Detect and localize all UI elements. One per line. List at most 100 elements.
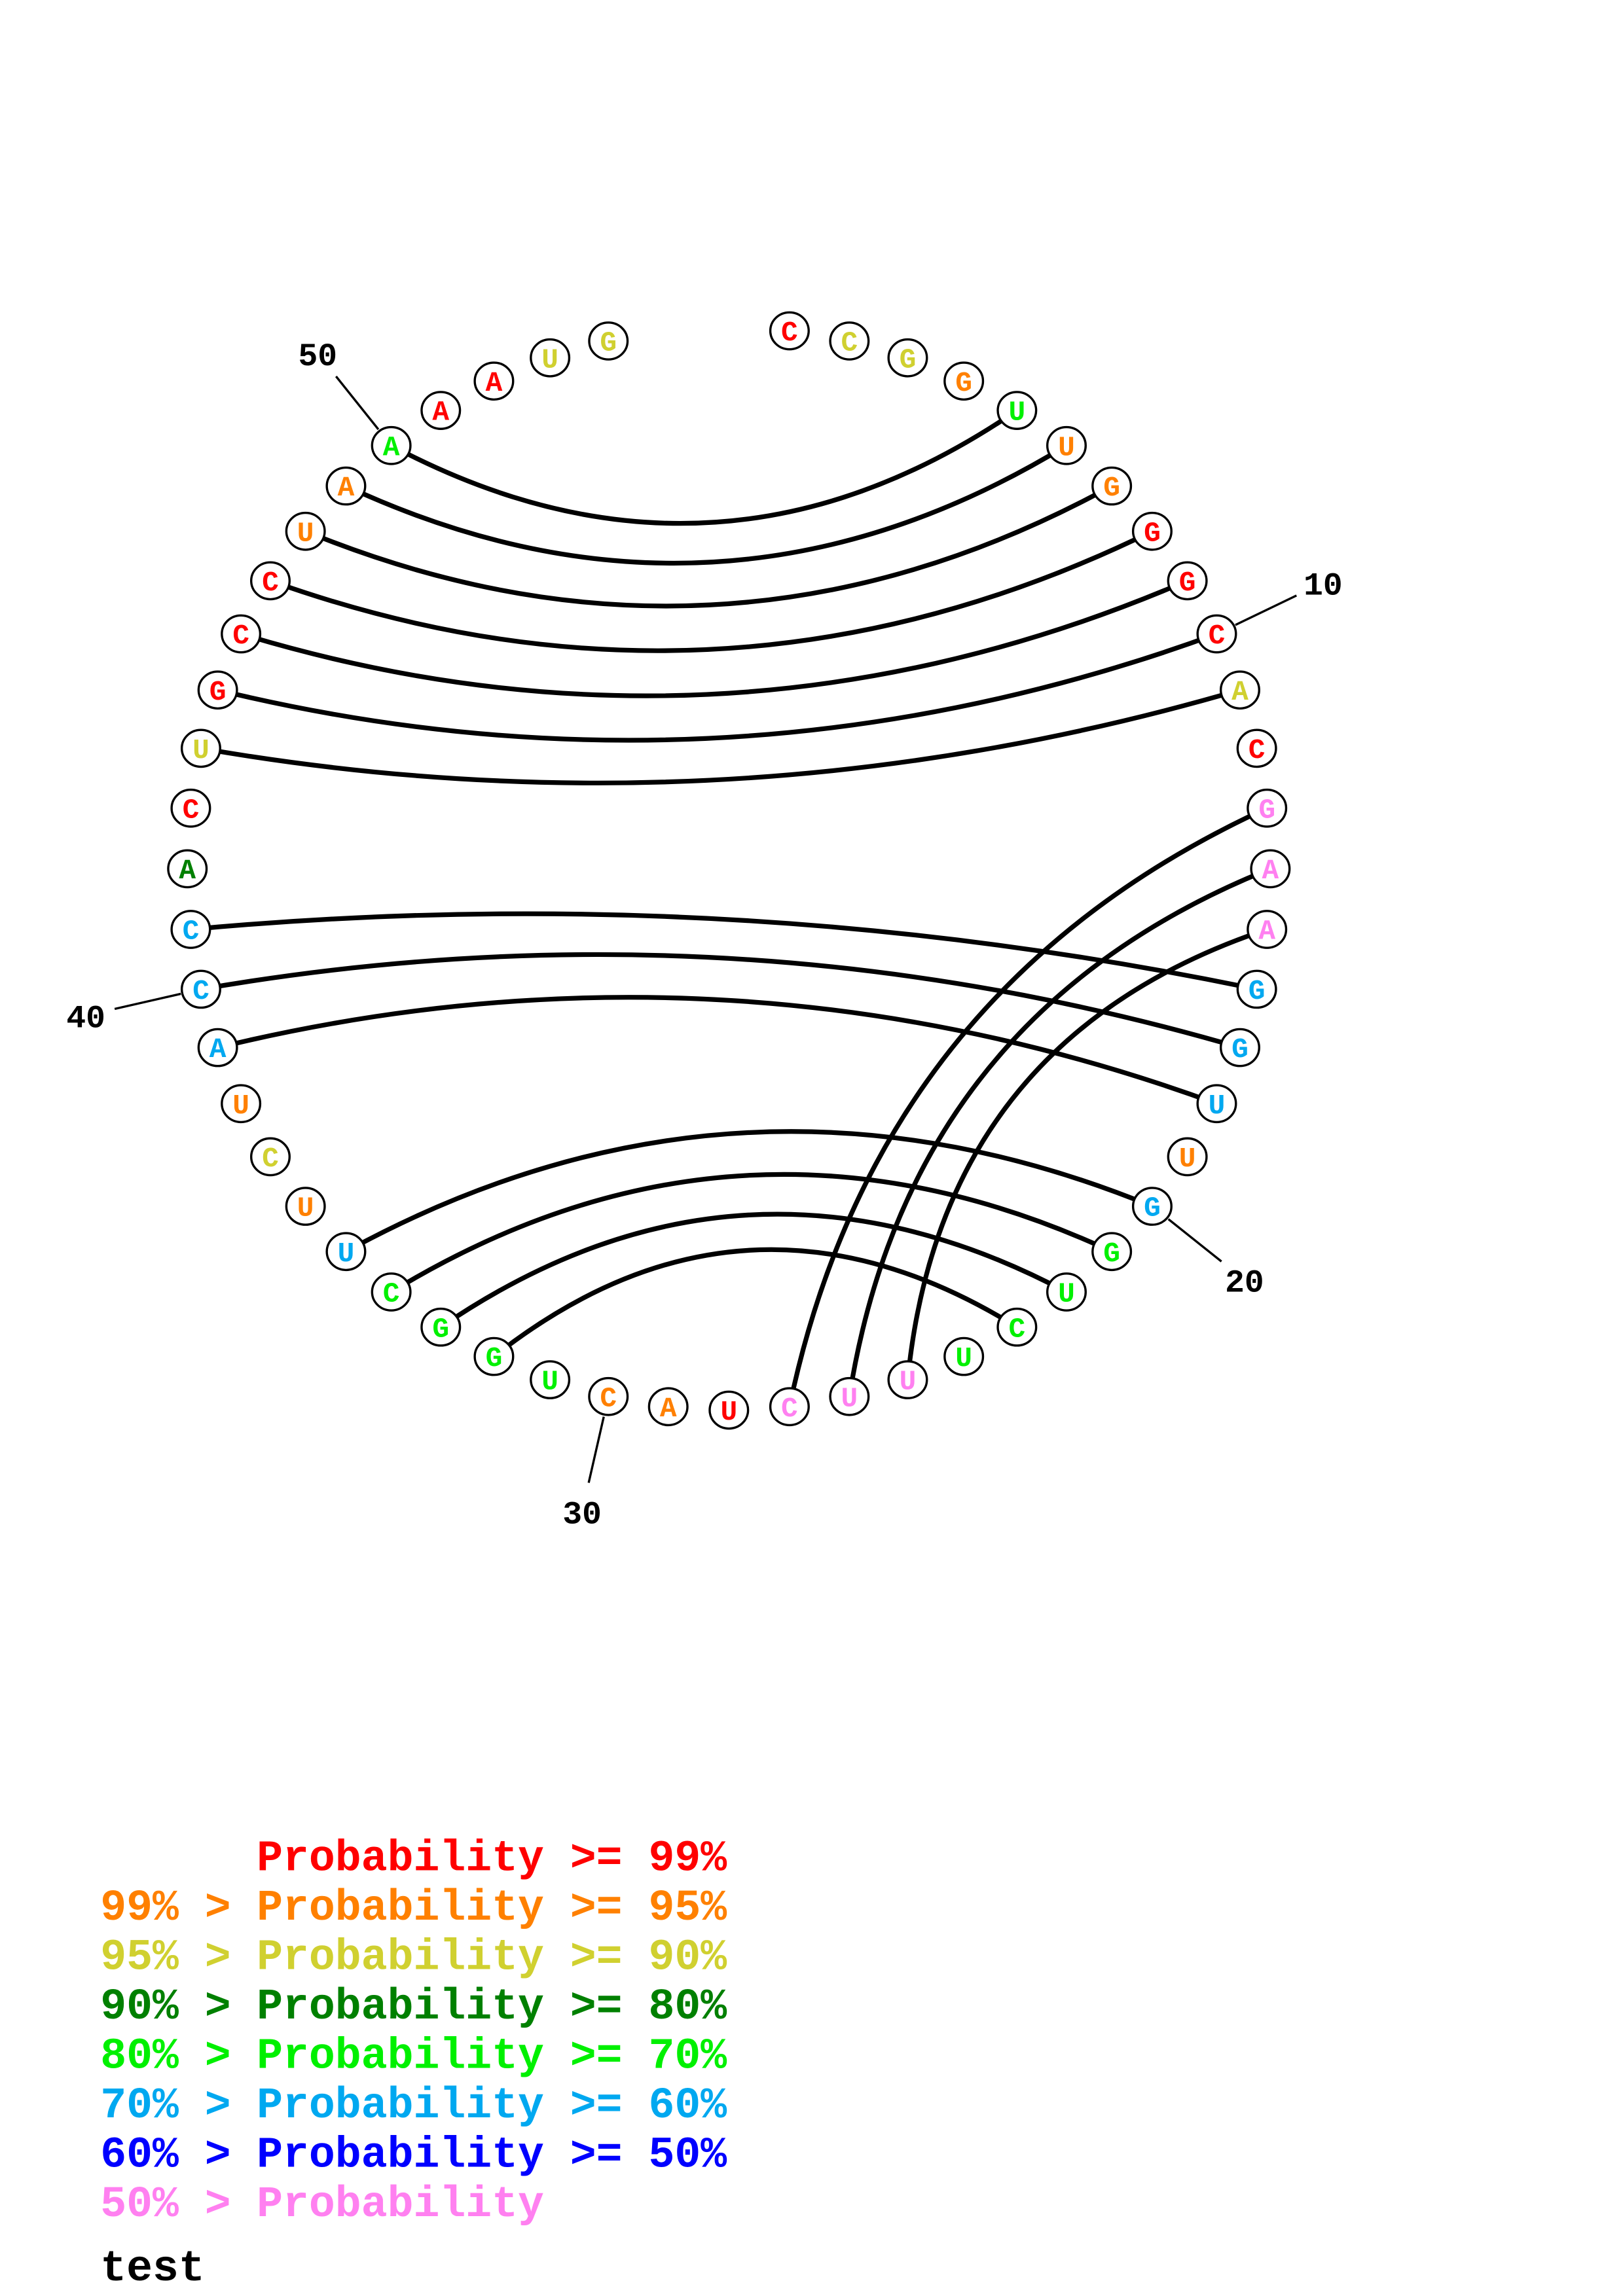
nucleotide-circle (249, 1137, 291, 1177)
nucleotide-base: C (262, 1143, 279, 1175)
nucleotide: C (170, 788, 211, 828)
legend-prefix: 70% > (100, 2081, 257, 2130)
nucleotide: U (1046, 425, 1087, 465)
nucleotide-base: C (781, 1393, 798, 1425)
nucleotide-circle (1247, 788, 1288, 828)
tick-line (335, 375, 380, 431)
legend-entry: Probability >= 99% (257, 1835, 727, 1884)
nucleotide-circle (769, 311, 810, 351)
nucleotide-base: A (486, 367, 503, 399)
legend-entry: 50% > Probability (100, 2180, 544, 2229)
nucleotide: U (829, 1376, 870, 1416)
nucleotide-base: U (541, 1366, 558, 1398)
legend-text: Probability >= 90% (257, 1933, 727, 1982)
tick-line (587, 1416, 605, 1483)
nucleotide: G (943, 361, 985, 401)
nucleotide: C (769, 1387, 810, 1427)
nucleotide-base: A (1231, 676, 1249, 708)
nucleotide: G (1247, 788, 1288, 828)
nucleotide-base: C (383, 1278, 400, 1310)
nucleotide: G (1219, 1028, 1260, 1067)
pair-arcs (191, 408, 1271, 1408)
nucleotide-base: C (841, 327, 858, 359)
tick-line (1167, 1218, 1222, 1263)
nucleotide-circle (708, 1390, 750, 1430)
nucleotide-base: A (432, 397, 449, 429)
position-ticks: 10 20 30 40 50 (66, 338, 1342, 1534)
nucleotide-base: C (600, 1382, 617, 1414)
nucleotide-base: U (338, 1238, 355, 1270)
nucleotide: U (180, 728, 221, 768)
nucleotide-base: G (1103, 1238, 1120, 1270)
nucleotide: U (221, 1084, 262, 1124)
nucleotide: C (249, 1137, 291, 1177)
nucleotide-circle (530, 338, 571, 378)
nucleotide-base: C (262, 567, 279, 599)
nucleotide: G (197, 670, 238, 710)
nucleotide-circle (1196, 1084, 1237, 1124)
nucleotide-base: U (720, 1396, 737, 1428)
nucleotide-circle (197, 670, 238, 710)
nucleotide-base: U (541, 344, 558, 376)
nucleotide-base: G (432, 1313, 449, 1345)
nucleotide-circle (769, 1387, 810, 1427)
nucleotide-base: U (1209, 1090, 1226, 1122)
nucleotide: A (1250, 849, 1291, 889)
legend-prefix: 80% > (100, 2032, 257, 2081)
nucleotide: U (325, 1232, 367, 1272)
nucleotide-circle (887, 338, 928, 378)
nucleotide-base: U (1179, 1143, 1196, 1175)
legend-text: Probability >= 80% (257, 1982, 727, 2032)
nucleotide: U (996, 391, 1038, 430)
nucleotide: A (325, 466, 367, 506)
nucleotide-base: C (232, 620, 249, 652)
nucleotide-circle (996, 391, 1038, 430)
nucleotide-base: U (1008, 397, 1025, 429)
nucleotide-base: U (1058, 431, 1075, 463)
nucleotide-circle (325, 1232, 367, 1272)
tick-label: 50 (298, 338, 337, 375)
nucleotide: A (167, 849, 208, 889)
nucleotide: C (249, 561, 291, 601)
nucleotide-base: A (1258, 916, 1275, 948)
legend-text: Probability >= 99% (257, 1835, 727, 1884)
nucleotide: A (647, 1387, 689, 1427)
pair-arc (905, 927, 1268, 1380)
nucleotide: C (588, 1376, 629, 1416)
nucleotide: U (943, 1336, 985, 1376)
nucleotide: C (769, 311, 810, 351)
nucleotide: A (1219, 670, 1260, 710)
pair-arc (240, 579, 1189, 698)
nucleotide-circle (371, 1272, 412, 1312)
nucleotide-base: U (192, 734, 210, 766)
tick-label: 20 (1225, 1265, 1264, 1302)
tick-label: 40 (66, 1001, 105, 1037)
nucleotide-base: C (183, 916, 200, 948)
nucleotide-base: G (955, 367, 972, 399)
nucleotide-circle (167, 849, 208, 889)
nucleotide: G (1236, 969, 1277, 1009)
tick-line (114, 992, 181, 1011)
legend-entry: 90% > Probability >= 80% (100, 1982, 727, 2032)
nucleotide: U (285, 1187, 326, 1226)
nucleotide: G (1091, 1232, 1133, 1272)
nucleotide: C (221, 614, 262, 654)
nucleotide-circle (221, 1084, 262, 1124)
legend-text: Probability >= 95% (257, 1884, 727, 1933)
nucleotide: C (1196, 614, 1237, 654)
nucleotide-circle (1046, 1272, 1087, 1312)
nucleotide-circle (1219, 1028, 1260, 1067)
pair-arc (344, 443, 1068, 566)
tick-label: 30 (562, 1497, 602, 1534)
nucleotide: U (887, 1360, 928, 1399)
nucleotide: G (1091, 466, 1133, 506)
nucleotide-circle (221, 614, 262, 654)
nucleotides: C CGGUUGGGCACGAAGGUUGGUCUUUCUACUGGCUUCUAC… (167, 311, 1291, 1430)
nucleotide-base: A (1262, 855, 1279, 887)
pair-arc (217, 632, 1218, 743)
nucleotide: U (530, 338, 571, 378)
nucleotide-base: U (232, 1090, 249, 1122)
nucleotide: C (829, 321, 870, 361)
nucleotide-base: A (210, 1033, 227, 1066)
